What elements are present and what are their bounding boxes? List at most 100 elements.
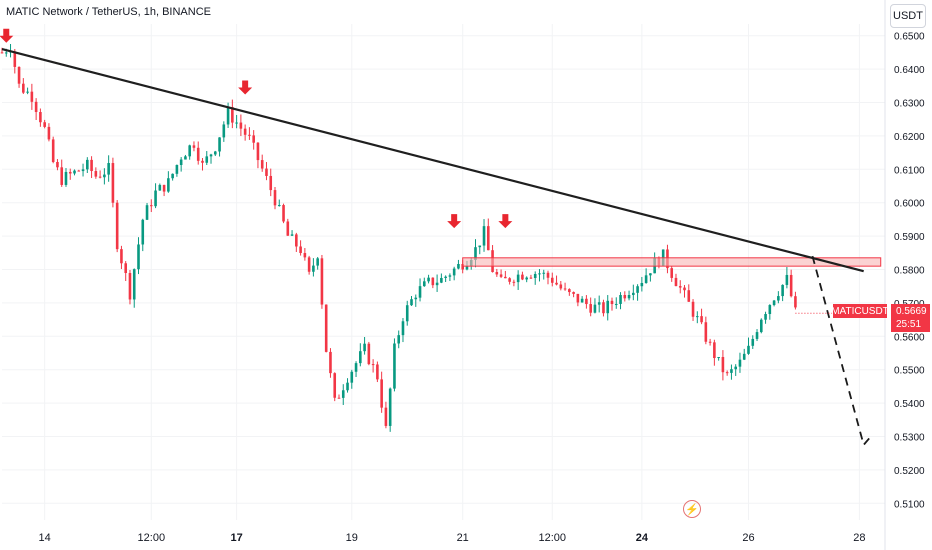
- candle-body: [461, 264, 464, 270]
- candle-body: [359, 351, 362, 364]
- y-tick-label: 0.5900: [894, 232, 925, 243]
- candle-body: [529, 277, 533, 279]
- candle-body: [13, 51, 17, 67]
- candle-body: [696, 316, 699, 318]
- candle-body: [290, 234, 294, 236]
- candle-body: [636, 286, 639, 293]
- y-tick-label: 0.5500: [894, 366, 925, 377]
- candle-body: [47, 126, 51, 140]
- candle-body: [239, 122, 243, 129]
- x-tick-label: 24: [636, 532, 649, 544]
- candle-body: [337, 397, 341, 399]
- candle-body: [324, 304, 328, 352]
- last-price-badge: 0.5669 25:51: [891, 304, 930, 332]
- candle-body: [68, 171, 72, 174]
- candle-body: [192, 145, 196, 148]
- candle-body: [555, 282, 558, 285]
- candle-body: [533, 274, 537, 279]
- candle-body: [397, 335, 401, 344]
- x-tick-label: 12:00: [138, 532, 166, 544]
- candle-body: [670, 268, 674, 278]
- y-tick-label: 0.6000: [894, 199, 925, 210]
- candle-body: [111, 163, 115, 203]
- candle-body: [713, 342, 716, 359]
- candle-body: [623, 295, 627, 299]
- candle-body: [209, 154, 213, 157]
- candle-body: [107, 163, 110, 175]
- candle-body: [448, 275, 452, 277]
- x-tick-label: 14: [39, 532, 51, 544]
- candle-body: [316, 258, 319, 266]
- candle-body: [764, 314, 767, 320]
- candle-body: [26, 91, 29, 93]
- x-tick-label: 12:00: [539, 532, 567, 544]
- candle-body: [295, 234, 298, 247]
- candle-body: [414, 297, 418, 300]
- price-axis: 0.6500 0.6400 0.6300 0.6200 0.6100 0.6000 0.59…: [884, 0, 925, 550]
- candle-body: [674, 277, 678, 287]
- candle-body: [525, 277, 528, 280]
- candle-body: [614, 303, 618, 305]
- candle-body: [184, 156, 187, 160]
- candle-body: [363, 343, 366, 352]
- downtrend-line: [1, 47, 864, 273]
- candle-body: [269, 175, 273, 191]
- candle-body: [393, 343, 396, 389]
- candle-body: [329, 351, 332, 374]
- candle-body: [431, 277, 435, 286]
- currency-button[interactable]: USDT: [890, 4, 926, 28]
- candle-body: [751, 338, 755, 346]
- candle-body: [149, 205, 153, 207]
- candle-body: [593, 304, 597, 313]
- candle-body: [265, 168, 268, 176]
- candle-body: [201, 160, 204, 163]
- x-tick-label: 19: [346, 532, 358, 544]
- candle-body: [162, 184, 166, 192]
- y-tick-label: 0.6100: [894, 165, 925, 176]
- candle-body: [252, 135, 255, 143]
- candle-body: [768, 305, 772, 315]
- candle-body: [457, 264, 460, 269]
- chart-title: MATIC Network / TetherUS, 1h, BINANCE: [6, 6, 211, 18]
- candle-body: [132, 269, 136, 300]
- candle-body: [196, 147, 200, 161]
- candle-body: [56, 161, 59, 168]
- candle-body: [30, 91, 34, 102]
- candle-body: [34, 101, 38, 113]
- y-tick-label: 0.5800: [894, 265, 925, 276]
- candle-body: [115, 202, 119, 250]
- candle-body: [243, 128, 247, 135]
- candle-body: [747, 345, 750, 354]
- candle-body: [205, 156, 209, 163]
- bar-countdown: 25:51: [896, 319, 922, 330]
- candle-body: [683, 287, 686, 291]
- candle-body: [380, 379, 383, 408]
- candle-body: [286, 221, 290, 236]
- swing-high-arrow-icon: [447, 214, 462, 229]
- candle-body: [303, 253, 307, 258]
- candle-body: [77, 170, 81, 172]
- candle-body: [640, 282, 644, 287]
- candle-body: [704, 322, 708, 342]
- candle-body: [341, 390, 345, 398]
- candle-body: [632, 292, 635, 296]
- candle-body: [213, 151, 217, 155]
- candle-body: [167, 178, 170, 192]
- candle-body: [435, 282, 439, 286]
- candle-body: [781, 284, 784, 297]
- candle-body: [742, 353, 746, 360]
- candle-body: [218, 137, 221, 152]
- y-tick-label: 0.5300: [894, 432, 925, 443]
- grid-lines: [2, 24, 885, 520]
- candle-body: [721, 357, 725, 373]
- candle-body: [691, 301, 695, 317]
- candle-body: [179, 159, 183, 165]
- candle-body: [376, 364, 379, 380]
- lightning-icon[interactable]: ⚡: [683, 500, 701, 518]
- candle-body: [282, 205, 285, 222]
- candle-body: [371, 364, 375, 366]
- candle-body: [98, 176, 102, 178]
- candle-body: [444, 276, 447, 278]
- candle-body: [585, 298, 588, 305]
